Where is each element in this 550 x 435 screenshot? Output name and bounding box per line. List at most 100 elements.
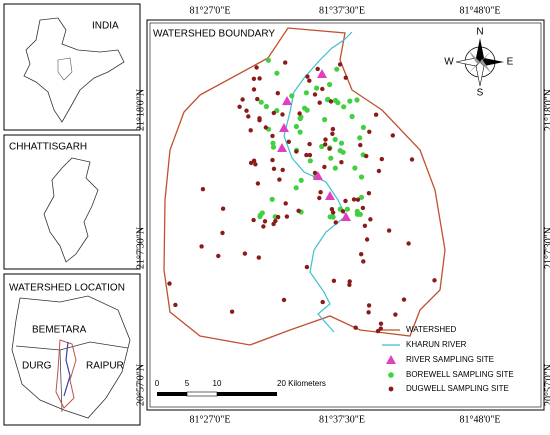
dugwell-site	[254, 65, 259, 70]
dugwell-site	[339, 160, 344, 165]
borewell-site	[297, 129, 303, 135]
borewell-site	[333, 97, 339, 104]
longitude-label: 81°37'30"E	[319, 414, 365, 425]
dugwell-site	[353, 325, 358, 330]
dugwell-site	[257, 118, 262, 123]
dugwell-site	[305, 74, 310, 79]
borewell-site	[265, 57, 271, 63]
dugwell-site	[251, 76, 257, 82]
dugwell-site	[257, 76, 262, 81]
borewell-site	[322, 117, 328, 123]
dugwell-site	[320, 86, 325, 92]
dugwell-site	[255, 181, 261, 186]
dugwell-site	[281, 297, 287, 303]
borewell-site	[328, 155, 334, 161]
borewell-site	[347, 98, 353, 104]
dugwell-site	[318, 190, 323, 195]
dugwell-site	[373, 112, 379, 117]
dugwell-site	[251, 217, 256, 223]
dugwell-site	[261, 224, 266, 229]
borewell-site	[332, 136, 338, 143]
dugwell-site	[368, 217, 373, 222]
borewell-site	[349, 113, 355, 120]
dugwell-site	[323, 142, 328, 147]
map-title: WATERSHED BOUNDARY	[153, 29, 275, 40]
dugwell-site	[328, 99, 334, 104]
dugwell-site	[340, 209, 346, 214]
dugwell-site	[330, 131, 335, 136]
latitude-label: 21°18'0"N	[543, 89, 550, 131]
dugwell-site	[366, 303, 372, 308]
dugwell-site	[358, 142, 363, 148]
borewell-site	[334, 66, 340, 72]
dugwell-site	[284, 214, 290, 219]
borewell-site	[327, 81, 333, 88]
river-site	[279, 123, 289, 132]
river-location	[63, 341, 71, 397]
scale-label: 0	[155, 379, 160, 388]
dugwell-site	[270, 133, 275, 139]
longitude-label: 81°48'0"E	[460, 414, 501, 425]
legend-dugwell	[388, 386, 394, 392]
legend-label: RIVER SAMPLING SITE	[406, 355, 494, 364]
dugwell-site	[360, 205, 366, 211]
dugwell-site	[333, 220, 338, 225]
dugwell-site	[263, 125, 268, 130]
latitude-label: 21°7'30"N	[543, 227, 550, 269]
dugwell-site	[378, 321, 384, 326]
india-outline	[23, 17, 125, 123]
dugwell-site	[376, 168, 382, 174]
dugwell-site	[406, 241, 411, 246]
borewell-site	[354, 97, 360, 103]
dugwell-site	[355, 197, 361, 202]
compass: N S E W	[444, 27, 513, 99]
dugwell-site	[286, 139, 291, 144]
dugwell-site	[240, 97, 245, 102]
dugwell-site	[317, 195, 322, 201]
river-site	[317, 69, 327, 78]
dugwell-site	[312, 170, 318, 176]
borewell-site	[358, 174, 365, 180]
dugwell-site	[271, 110, 276, 116]
district-label: BEMETARA	[32, 325, 87, 336]
borewell-site	[338, 140, 345, 146]
dugwell-site	[386, 228, 392, 233]
borewell-site	[307, 158, 313, 164]
borewell-site	[354, 211, 360, 217]
dugwell-site	[375, 328, 381, 334]
dugwell-site	[220, 230, 225, 236]
dugwell-site	[331, 278, 337, 283]
borewell-site	[303, 90, 309, 96]
dugwell-site	[271, 166, 277, 171]
latitude-label: 20°57'0"N	[543, 364, 550, 406]
river-site	[341, 212, 351, 221]
dugwell-site	[364, 237, 370, 242]
borewell-site	[270, 144, 277, 150]
longitude-label: 81°27'0"E	[190, 5, 231, 16]
dugwell-site	[322, 164, 327, 170]
dugwell-site	[379, 156, 384, 162]
map-inner-frame	[149, 22, 542, 408]
borewell-site	[327, 214, 333, 220]
borewell-site	[332, 165, 338, 171]
dugwell-site	[329, 207, 335, 212]
borewell-site	[263, 103, 269, 110]
dugwell-site	[256, 255, 261, 260]
borewell-site	[314, 85, 320, 91]
dugwell-site	[280, 167, 285, 173]
dugwell-site	[304, 152, 309, 158]
dugwell-site	[401, 297, 407, 302]
latitude-label: 20°57'0"N	[135, 364, 146, 406]
scale-label: 20 Kilometers	[277, 379, 326, 388]
dugwell-site	[347, 282, 352, 287]
scale-label: 10	[213, 379, 222, 388]
district-borders	[15, 341, 129, 413]
legend-borewell	[388, 372, 394, 378]
river-site	[277, 143, 287, 152]
dugwell-site	[262, 219, 268, 224]
river-site	[325, 191, 335, 200]
borewell-site	[319, 143, 325, 150]
borewell-site	[352, 165, 358, 171]
